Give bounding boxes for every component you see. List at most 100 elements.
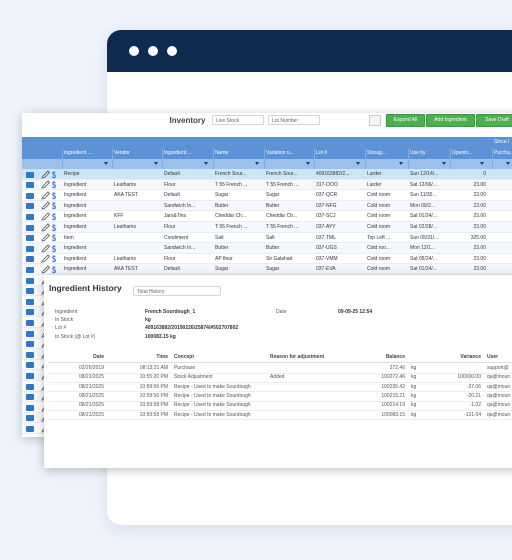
history-cell: Stock Adjustment <box>174 374 213 381</box>
table-cell: T 55 French ... <box>266 181 299 188</box>
column-divider <box>62 148 63 169</box>
column-filter-arrow <box>442 162 446 165</box>
history-cell: 02/26/2019 <box>78 365 104 371</box>
history-cell: kg <box>411 392 417 399</box>
column-filter-arrow <box>506 162 510 165</box>
row-action-icons[interactable] <box>40 244 60 253</box>
table-cell: Sat 02/28/... <box>410 224 437 230</box>
history-column-header: Balance <box>385 354 405 360</box>
row-calendar-icon <box>26 182 34 189</box>
table-cell: Cold room <box>367 224 391 230</box>
history-cell: -37.06 <box>466 383 481 390</box>
table-cell: 23.00 <box>473 213 486 220</box>
row-action-icons[interactable] <box>40 201 60 210</box>
table-cell: Jars&Tins <box>164 213 187 220</box>
table-cell: Sugar <box>215 192 229 199</box>
row-action-icons[interactable] <box>40 254 60 263</box>
table-cell: Sat 05/24/... <box>410 255 437 262</box>
toolbar-button[interactable]: Expand All <box>386 114 425 127</box>
row-calendar-icon <box>26 362 34 369</box>
table-row <box>22 190 512 201</box>
filter-dropdown[interactable]: Live Stock <box>212 115 264 125</box>
window-dot <box>167 46 177 56</box>
toolbar-button[interactable]: Add Ingredient <box>426 114 475 127</box>
history-cell: support@ <box>487 365 509 371</box>
group-header: Since l <box>494 139 510 145</box>
column-filter-arrow <box>399 162 403 165</box>
column-header: Purcha... <box>494 150 512 156</box>
table-cell: Cold room <box>367 266 391 273</box>
history-cell: 100083.15 <box>381 411 405 418</box>
row-calendar-icon <box>26 309 34 316</box>
row-calendar-icon <box>26 298 34 305</box>
row-action-icons[interactable] <box>40 169 60 179</box>
table-cell: 409163882/2... <box>316 171 350 177</box>
field-value: 409163882/20190226/25874/#502707802 <box>145 325 239 331</box>
row-action-icons[interactable] <box>40 222 60 232</box>
column-filter-arrow <box>306 162 310 165</box>
column-header: Lot # <box>316 150 328 156</box>
table-cell: Leathams <box>114 181 136 188</box>
column-filter-arrow <box>204 162 208 165</box>
row-calendar-icon <box>26 383 34 390</box>
history-cell: 08/21/2025 <box>78 374 104 381</box>
table-cell: 325.00 <box>470 234 486 241</box>
row-action-icons[interactable] <box>40 191 60 200</box>
table-cell: Item <box>64 234 74 241</box>
table-cell: Sandwich In... <box>164 202 196 209</box>
row-action-icons[interactable] <box>40 212 60 221</box>
row-calendar-icon <box>26 319 34 326</box>
table-row <box>22 200 512 212</box>
table-cell: Cold room <box>367 192 391 199</box>
history-column-header: Date <box>93 354 104 360</box>
table-cell: Cold room <box>367 255 391 262</box>
row-calendar-icon <box>26 341 34 348</box>
row-action-icons[interactable] <box>40 233 60 242</box>
table-cell: 317-OOO <box>316 181 338 188</box>
column-header: Name <box>215 150 229 156</box>
table-cell: Leathams <box>114 224 136 230</box>
row-calendar-icon <box>26 245 34 252</box>
table-cell: Sir Galahad <box>266 255 293 262</box>
column-divider <box>314 148 315 169</box>
table-cell: Ingredient <box>64 181 87 188</box>
table-cell: T 55 French ... <box>266 224 299 230</box>
filter-dropdown[interactable]: Lot Number <box>268 115 320 125</box>
table-cell: 037-UGS <box>316 245 337 252</box>
row-action-icons[interactable] <box>40 265 60 274</box>
table-cell: KFF <box>114 213 124 220</box>
row-calendar-icon <box>26 256 34 263</box>
window-dot <box>129 46 139 56</box>
table-cell: Leathams <box>114 255 136 262</box>
row-calendar-icon <box>26 171 34 178</box>
table-cell: Sugar <box>266 266 280 273</box>
history-cell: kg <box>411 411 417 418</box>
table-cell: Condiment <box>164 234 189 241</box>
history-cell: -20.21 <box>466 392 481 399</box>
history-cell: 272.46 <box>389 365 405 371</box>
toolbar-button[interactable]: Save Draft <box>476 114 512 127</box>
table-cell: Sandwich In... <box>164 245 196 252</box>
table-cell: AKA TEST <box>114 266 138 273</box>
filter-button <box>369 115 381 126</box>
history-cell: 08/21/2025 <box>78 411 104 418</box>
row-calendar-icon <box>26 330 34 337</box>
history-cell: qa@moun <box>487 402 511 409</box>
row-calendar-icon <box>26 404 34 411</box>
table-cell: Recipe <box>64 171 80 177</box>
history-cell: Recipe - Used to make Sourdough <box>174 392 251 399</box>
field-value: 100083.15 kg <box>145 334 176 340</box>
column-header: Openin... <box>452 150 473 156</box>
table-cell: Sun 11/30... <box>410 192 437 199</box>
history-cell: 100000.00 <box>457 374 481 381</box>
table-cell: Sat 01/24/... <box>410 266 437 273</box>
table-filter-row <box>22 159 512 169</box>
field-label: In Stock (@ Lot #) <box>55 334 96 340</box>
field-value: 09-09-25 12:54 <box>338 309 373 315</box>
history-title: Ingredient History <box>49 283 122 293</box>
row-action-icons[interactable] <box>40 180 60 189</box>
table-cell: 23.00 <box>473 181 486 188</box>
history-filter-dropdown[interactable]: Total History <box>133 286 221 296</box>
column-filter-arrow <box>356 162 360 165</box>
row-calendar-icon <box>26 372 34 379</box>
